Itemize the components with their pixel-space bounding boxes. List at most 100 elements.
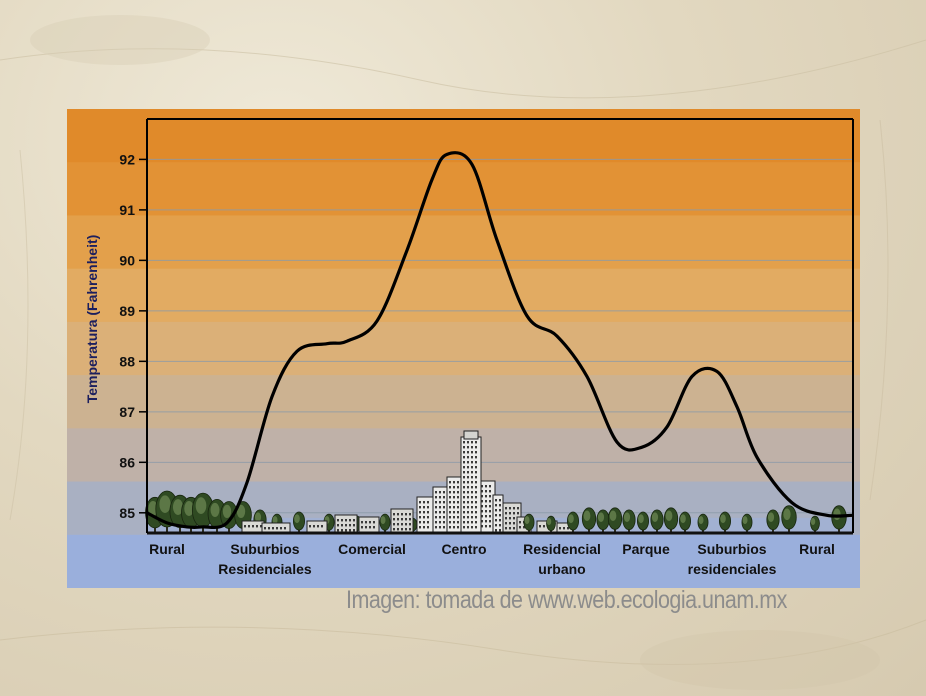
building-window [463,446,465,449]
tree-highlight [720,514,726,523]
building-window [475,471,477,474]
building-window [513,527,515,530]
building-window [457,521,459,524]
building-window [463,511,465,514]
building-window [349,519,351,522]
building-window [467,496,469,499]
building-window [509,512,511,515]
building-window [475,446,477,449]
building-window [485,505,487,508]
building-window [419,526,421,529]
building-window [505,507,507,510]
building-window [365,526,367,529]
building-window [499,514,501,517]
building-window [485,500,487,503]
building-window [471,486,473,489]
building-window [467,451,469,454]
building-window [499,529,501,532]
tree-highlight [583,510,591,521]
building-window [509,522,511,525]
x-category-label-line: Rural [799,541,835,557]
building-window [463,526,465,529]
building-window [505,512,507,515]
building-window [457,491,459,494]
building-window [453,506,455,509]
building-window [463,456,465,459]
building-window [485,520,487,523]
building-window [505,522,507,525]
building-window [495,509,497,512]
building-window [519,521,521,524]
building-window [449,526,451,529]
building-window [397,528,399,531]
x-category-label-line: Suburbios [230,541,299,557]
building-window [449,501,451,504]
tree-highlight [272,516,278,524]
building-window [439,501,441,504]
building-window [453,511,455,514]
tree-highlight [767,512,775,522]
building-window [475,441,477,444]
building-window [505,527,507,530]
building-window [353,519,355,522]
tree-highlight [159,495,171,513]
building-window [481,490,483,493]
building-window [489,505,491,508]
building-window [427,506,429,509]
building-window [467,491,469,494]
building-window [475,466,477,469]
building-window [427,516,429,519]
building-window [471,526,473,529]
building-window [467,446,469,449]
building-window [495,524,497,527]
building-window [373,526,375,529]
building-window [509,517,511,520]
building-window [443,496,445,499]
building-window [341,529,343,532]
x-category-label-line: Residenciales [218,561,312,577]
building-window [443,516,445,519]
building-window [453,521,455,524]
x-category-label: Suburbios Residenciales [218,541,312,577]
building-window [423,526,425,529]
building-window [457,496,459,499]
building-window [443,521,445,524]
x-category-label-line: urbano [538,561,585,577]
building-window [397,518,399,521]
building-window [463,466,465,469]
building-window [467,461,469,464]
building-window [419,501,421,504]
building-window [475,461,477,464]
building-window [423,516,425,519]
building-window [268,527,270,530]
building-window [427,501,429,504]
building-window [260,525,262,528]
building-window [345,529,347,532]
building-window [467,486,469,489]
building-window [405,518,407,521]
building-window [393,528,395,531]
building-window [485,495,487,498]
building-window [453,526,455,529]
building-window [463,496,465,499]
building-window [449,516,451,519]
building-window [423,501,425,504]
building-window [475,486,477,489]
building-window [489,485,491,488]
building-window [509,507,511,510]
background-band [67,268,860,323]
building-window [397,513,399,516]
building-window [485,490,487,493]
building-window [264,527,266,530]
tree-highlight [623,512,631,522]
building-window [481,515,483,518]
tree-highlight [597,512,605,522]
building-window [471,461,473,464]
building-window [427,511,429,514]
background-band [67,215,860,270]
building-window [439,526,441,529]
building-window [481,495,483,498]
x-category-label-line: Residencial [523,541,601,557]
building-window [471,476,473,479]
building-window [463,451,465,454]
